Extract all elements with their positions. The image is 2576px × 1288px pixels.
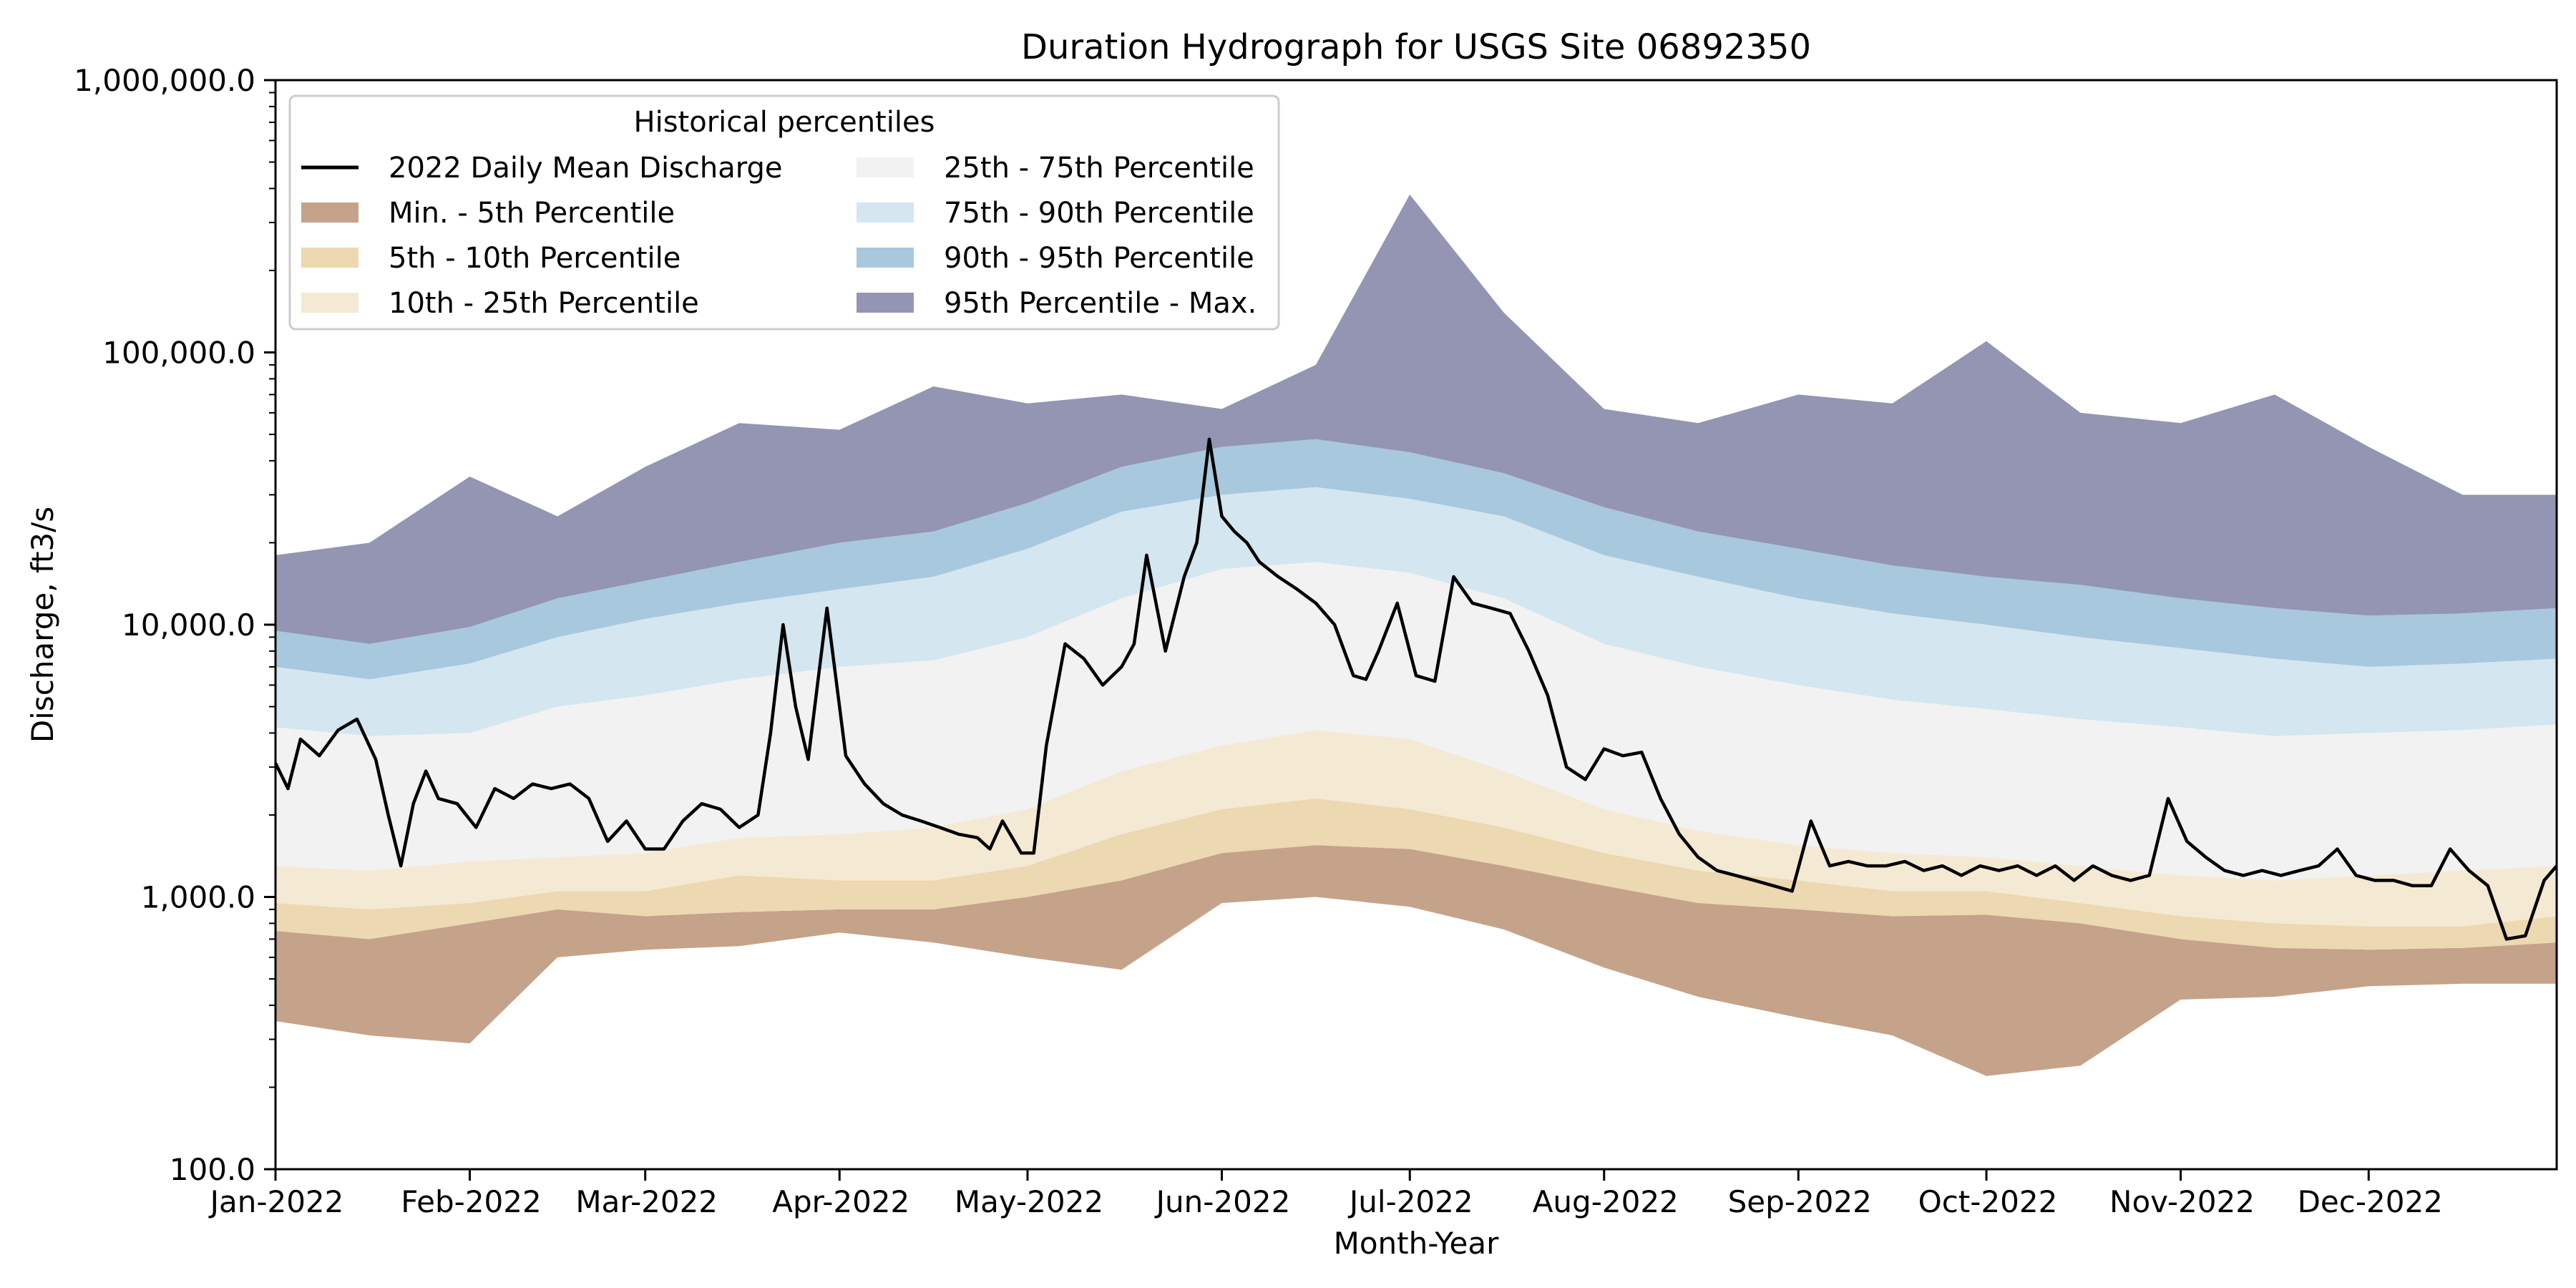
y-tick-label: 1,000,000.0: [74, 63, 255, 98]
x-tick-label: Aug-2022: [1533, 1184, 1679, 1219]
y-tick-label: 100,000.0: [102, 336, 255, 371]
legend: Historical percentiles 2022 Daily Mean Di…: [288, 94, 1280, 331]
x-axis-label: Month-Year: [1334, 1226, 1499, 1261]
band-p25-p75: [275, 562, 2557, 881]
band-p90-p95: [275, 439, 2557, 680]
legend-entry-label: 5th - 10th Percentile: [389, 242, 680, 275]
discharge-series: [273, 437, 2558, 941]
x-tick-label: Feb-2022: [401, 1184, 541, 1219]
legend-title: Historical percentiles: [634, 106, 935, 139]
legend-swatch: [857, 157, 914, 177]
band-p75-p90: [275, 487, 2557, 736]
x-tick-label: Jul-2022: [1347, 1184, 1473, 1219]
x-tick-label: Dec-2022: [2298, 1184, 2443, 1219]
y-tick-label: 1,000.0: [141, 880, 255, 915]
legend-entry-label: 95th Percentile - Max.: [944, 287, 1257, 320]
y-axis-label: Discharge, ft3/s: [25, 507, 60, 743]
band-p95-max: [275, 194, 2557, 644]
y-tick-label: 10,000.0: [122, 608, 255, 643]
band-p05-p10: [275, 798, 2557, 950]
legend-swatch: [857, 203, 914, 223]
legend-swatch: [301, 203, 358, 223]
legend-swatch: [301, 248, 358, 268]
legend-entry-label: Min. - 5th Percentile: [389, 197, 675, 230]
band-p10-p25: [275, 730, 2557, 927]
legend-swatch: [857, 293, 914, 313]
x-tick-label: Nov-2022: [2109, 1184, 2255, 1219]
legend-entry-label: 90th - 95th Percentile: [944, 242, 1254, 275]
y-tick-label: 100.0: [170, 1152, 255, 1187]
band-min-p05: [275, 845, 2557, 1076]
legend-entry-label: 2022 Daily Mean Discharge: [389, 152, 783, 185]
daily-mean-discharge-line: [273, 437, 2558, 941]
legend-swatch: [301, 293, 358, 313]
x-tick-label: May-2022: [955, 1184, 1103, 1219]
x-tick-label: Mar-2022: [575, 1184, 718, 1219]
percentile-bands: [275, 194, 2557, 1076]
legend-entry-label: 10th - 25th Percentile: [389, 287, 699, 320]
chart-title: Duration Hydrograph for USGS Site 068923…: [1021, 27, 1811, 67]
legend-entry-label: 25th - 75th Percentile: [944, 152, 1254, 185]
legend-entry-label: 75th - 90th Percentile: [944, 197, 1254, 230]
x-axis: Jan-2022 Feb-2022 Mar-2022 Apr-2022 May-2022…: [208, 1169, 2443, 1219]
y-axis: 100.0 1,000.0 10,000.0 100,000.0 1,000,000.0: [74, 63, 275, 1187]
x-tick-label: Sep-2022: [1728, 1184, 1872, 1219]
x-tick-label: Apr-2022: [772, 1184, 909, 1219]
legend-box: [288, 94, 1280, 331]
legend-swatch: [857, 248, 914, 268]
x-tick-label: Oct-2022: [1918, 1184, 2058, 1219]
x-tick-label: Jan-2022: [208, 1184, 344, 1219]
x-tick-label: Jun-2022: [1154, 1184, 1291, 1219]
